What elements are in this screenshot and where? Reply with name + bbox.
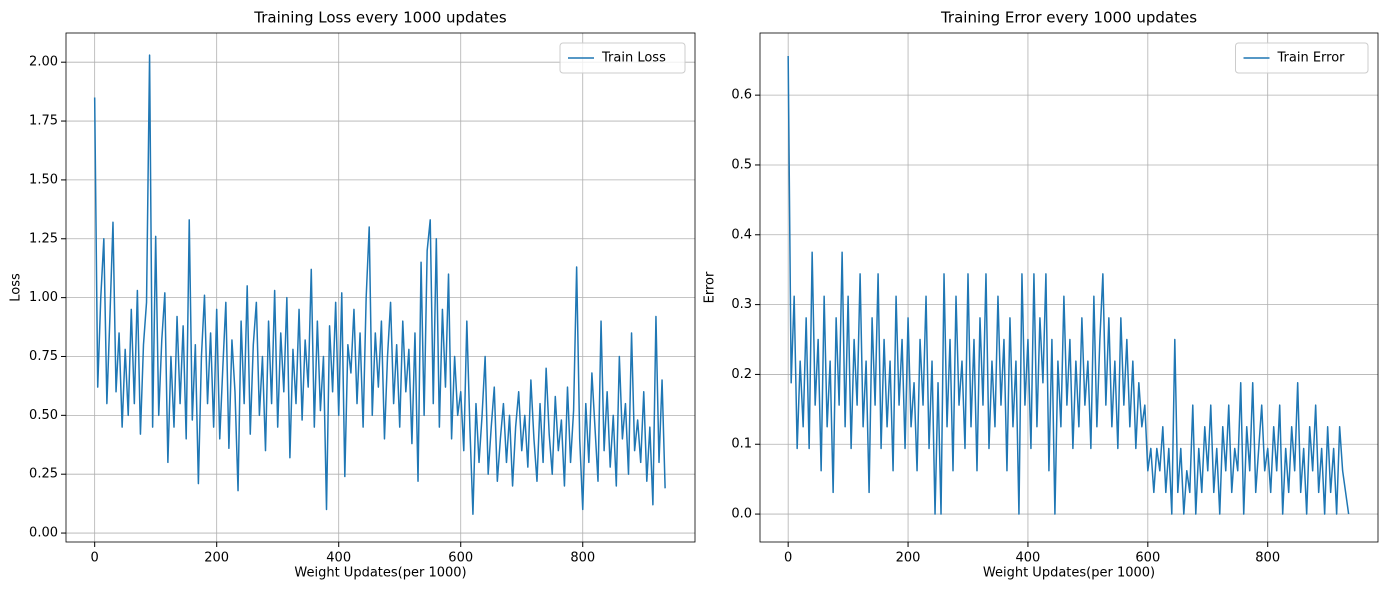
x-tick-label: 400: [326, 551, 351, 566]
x-tick-label: 0: [91, 551, 99, 566]
y-tick-label: 0.5: [731, 157, 752, 172]
y-tick-label: 0.0: [731, 507, 752, 522]
y-tick-label: 2.00: [29, 55, 58, 70]
x-axis-label: Weight Updates(per 1000): [294, 566, 466, 581]
x-tick-label: 800: [570, 551, 595, 566]
y-tick-label: 0.50: [29, 408, 58, 423]
axes: 0 200 400 600 800 0.0 0.1 0.2 0.3 0.4 0.5 0.6 Traini…: [703, 9, 1379, 581]
y-tick-label: 0.00: [29, 526, 58, 541]
data-line: [93, 54, 666, 515]
y-tick-label: 0.3: [731, 297, 752, 312]
y-tick-label: 1.25: [29, 231, 58, 246]
x-tick-label: 600: [448, 551, 473, 566]
chart-title: Training Error every 1000 updates: [940, 9, 1197, 27]
x-tick-label: 200: [204, 551, 229, 566]
y-tick-label: 1.50: [29, 172, 58, 187]
x-tick-label: 200: [896, 551, 921, 566]
axes: 0 200 400 600 800 0.00 0.25 0.50 0.75 1.00 1.25 1.5…: [9, 9, 696, 581]
chart-title: Training Loss every 1000 updates: [253, 9, 507, 27]
legend-box: [1235, 42, 1369, 74]
y-tick-label: 0.1: [731, 437, 752, 452]
x-tick-label: 600: [1135, 551, 1160, 566]
y-tick-label: 1.75: [29, 114, 58, 129]
legend-box: [559, 42, 686, 74]
y-tick-label: 0.2: [731, 367, 752, 382]
y-tick-label: 1.00: [29, 290, 58, 305]
y-tick-label: 0.25: [29, 467, 58, 482]
data-line: [787, 56, 1350, 515]
y-tick-label: 0.75: [29, 349, 58, 364]
y-tick-label: 0.4: [731, 227, 752, 242]
axes-frame: [759, 32, 1379, 543]
x-tick-label: 400: [1016, 551, 1041, 566]
x-tick-label: 0: [784, 551, 792, 566]
x-tick-label: 800: [1255, 551, 1280, 566]
y-tick-label: 0.6: [731, 88, 752, 103]
x-axis-label: Weight Updates(per 1000): [983, 566, 1155, 581]
legend-label: Train Error: [1277, 51, 1346, 66]
legend-label: Train Loss: [601, 51, 666, 66]
y-axis-label: Error: [703, 271, 718, 303]
axes-frame: [65, 32, 696, 543]
y-axis-label: Loss: [9, 273, 24, 302]
